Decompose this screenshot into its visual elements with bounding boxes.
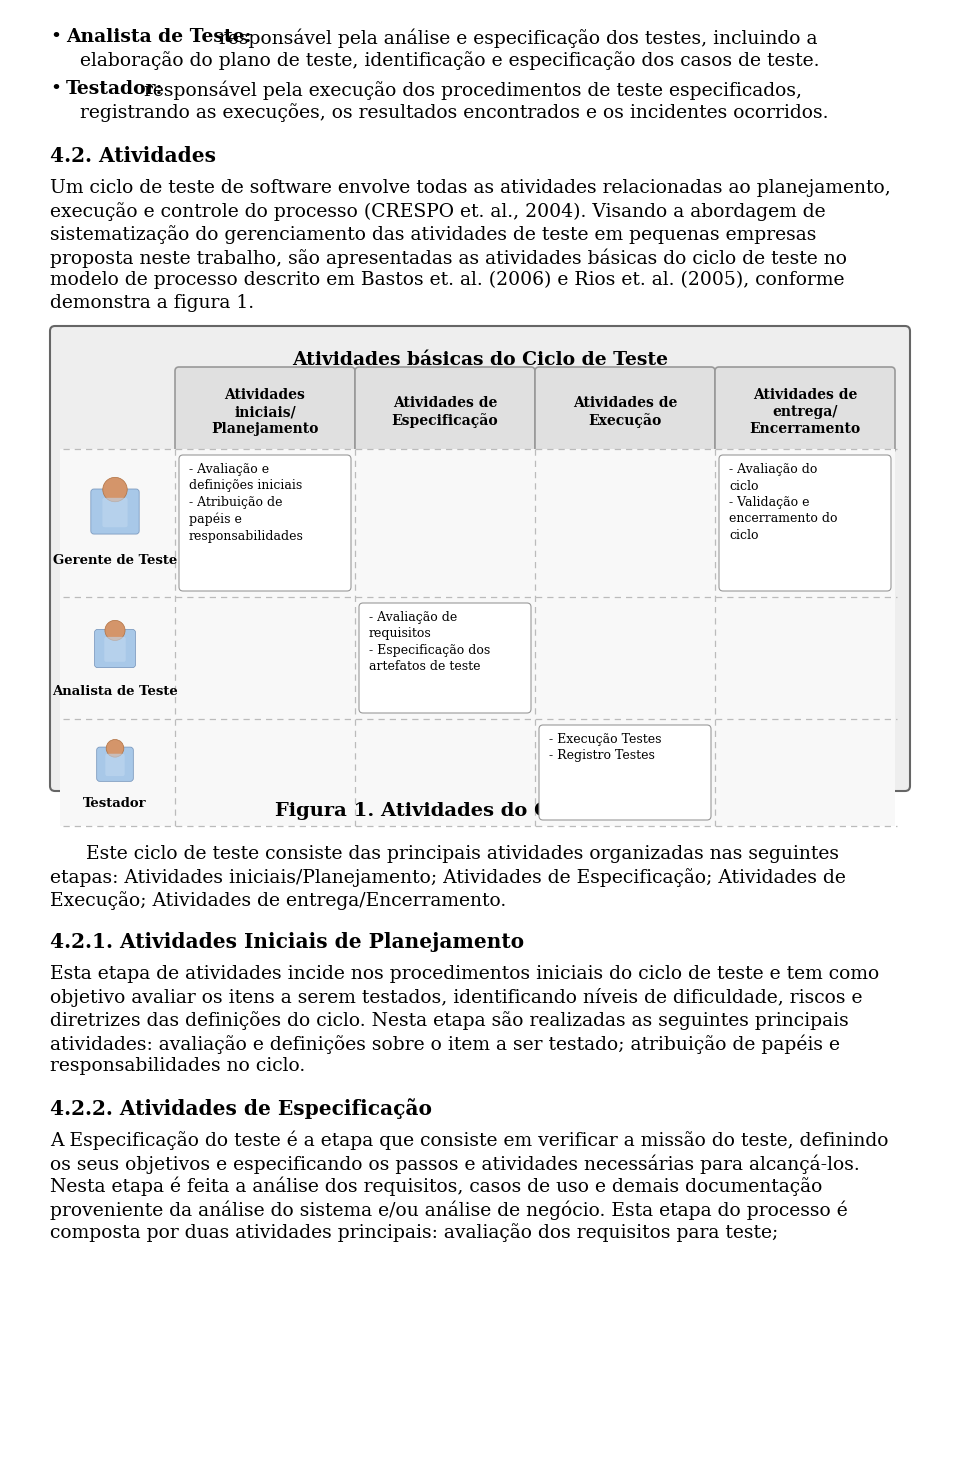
FancyBboxPatch shape xyxy=(719,455,891,591)
FancyBboxPatch shape xyxy=(715,367,895,453)
FancyBboxPatch shape xyxy=(50,326,910,791)
FancyBboxPatch shape xyxy=(103,497,128,528)
Text: demonstra a figura 1.: demonstra a figura 1. xyxy=(50,294,254,311)
FancyBboxPatch shape xyxy=(355,367,535,453)
Text: responsável pela análise e especificação dos testes, incluindo a: responsável pela análise e especificação… xyxy=(213,28,817,47)
Text: sistematização do gerenciamento das atividades de teste em pequenas empresas: sistematização do gerenciamento das ativ… xyxy=(50,225,816,244)
Text: 4.2.1. Atividades Iniciais de Planejamento: 4.2.1. Atividades Iniciais de Planejamen… xyxy=(50,931,524,952)
Text: responsável pela execução dos procedimentos de teste especificados,: responsável pela execução dos procedimen… xyxy=(138,80,802,99)
Text: composta por duas atividades principais: avaliação dos requisitos para teste;: composta por duas atividades principais:… xyxy=(50,1224,779,1241)
Text: Este ciclo de teste consiste das principais atividades organizadas nas seguintes: Este ciclo de teste consiste das princip… xyxy=(50,845,839,863)
FancyBboxPatch shape xyxy=(94,630,135,668)
FancyBboxPatch shape xyxy=(535,367,715,453)
Text: Atividades básicas do Ciclo de Teste: Atividades básicas do Ciclo de Teste xyxy=(292,351,668,368)
Text: - Avaliação de
requisitos
- Especificação dos
artefatos de teste: - Avaliação de requisitos - Especificaçã… xyxy=(369,611,491,674)
Circle shape xyxy=(105,620,125,640)
Text: os seus objetivos e especificando os passos e atividades necessárias para alcanç: os seus objetivos e especificando os pas… xyxy=(50,1154,860,1174)
FancyBboxPatch shape xyxy=(359,602,531,713)
Circle shape xyxy=(107,740,124,757)
FancyBboxPatch shape xyxy=(105,637,126,662)
Text: Esta etapa de atividades incide nos procedimentos iniciais do ciclo de teste e t: Esta etapa de atividades incide nos proc… xyxy=(50,965,879,982)
Text: atividades: avaliação e definições sobre o item a ser testado; atribuição de pap: atividades: avaliação e definições sobre… xyxy=(50,1034,840,1054)
Text: Atividades de
Especificação: Atividades de Especificação xyxy=(392,396,498,428)
FancyBboxPatch shape xyxy=(539,725,711,820)
Text: - Execução Testes
- Registro Testes: - Execução Testes - Registro Testes xyxy=(549,732,661,763)
Text: •: • xyxy=(50,28,61,45)
Text: etapas: Atividades iniciais/Planejamento; Atividades de Especificação; Atividade: etapas: Atividades iniciais/Planejamento… xyxy=(50,868,846,887)
FancyBboxPatch shape xyxy=(179,455,351,591)
FancyBboxPatch shape xyxy=(106,754,125,776)
Text: responsabilidades no ciclo.: responsabilidades no ciclo. xyxy=(50,1057,305,1075)
Text: Analista de Teste: Analista de Teste xyxy=(52,684,178,697)
Text: Atividades de
Execução: Atividades de Execução xyxy=(573,396,677,428)
Text: Figura 1. Atividades do Ciclo de Teste: Figura 1. Atividades do Ciclo de Teste xyxy=(275,803,685,820)
FancyBboxPatch shape xyxy=(91,488,139,534)
Text: execução e controle do processo (CRESPO et. al., 2004). Visando a abordagem de: execução e controle do processo (CRESPO … xyxy=(50,202,826,221)
Text: registrando as execuções, os resultados encontrados e os incidentes ocorridos.: registrando as execuções, os resultados … xyxy=(80,102,828,121)
Text: diretrizes das definições do ciclo. Nesta etapa são realizadas as seguintes prin: diretrizes das definições do ciclo. Nest… xyxy=(50,1012,849,1029)
FancyBboxPatch shape xyxy=(97,747,133,781)
FancyBboxPatch shape xyxy=(175,367,355,453)
Text: Analista de Teste:: Analista de Teste: xyxy=(66,28,252,45)
Text: elaboração do plano de teste, identificação e especificação dos casos de teste.: elaboração do plano de teste, identifica… xyxy=(80,51,820,70)
Text: proposta neste trabalho, são apresentadas as atividades básicas do ciclo de test: proposta neste trabalho, são apresentada… xyxy=(50,249,847,268)
Text: proveniente da análise do sistema e/ou análise de negócio. Esta etapa do process: proveniente da análise do sistema e/ou a… xyxy=(50,1200,848,1219)
Text: Execução; Atividades de entrega/Encerramento.: Execução; Atividades de entrega/Encerram… xyxy=(50,890,506,909)
Text: - Avaliação e
definições iniciais
- Atribuição de
papéis e
responsabilidades: - Avaliação e definições iniciais - Atri… xyxy=(189,463,304,542)
Bar xyxy=(60,449,175,826)
Text: Nesta etapa é feita a análise dos requisitos, casos de uso e demais documentação: Nesta etapa é feita a análise dos requis… xyxy=(50,1177,823,1196)
Text: objetivo avaliar os itens a serem testados, identificando níveis de dificuldade,: objetivo avaliar os itens a serem testad… xyxy=(50,988,862,1007)
Text: Atividades de
entrega/
Encerramento: Atividades de entrega/ Encerramento xyxy=(750,387,860,436)
Bar xyxy=(175,449,895,826)
Text: •: • xyxy=(50,80,61,98)
Text: modelo de processo descrito em Bastos et. al. (2006) e Rios et. al. (2005), conf: modelo de processo descrito em Bastos et… xyxy=(50,270,845,289)
Text: Atividades
iniciais/
Planejamento: Atividades iniciais/ Planejamento xyxy=(211,387,319,436)
Text: 4.2. Atividades: 4.2. Atividades xyxy=(50,146,216,167)
Text: Gerente de Teste: Gerente de Teste xyxy=(53,554,178,567)
Text: 4.2.2. Atividades de Especificação: 4.2.2. Atividades de Especificação xyxy=(50,1098,432,1118)
Text: A Especificação do teste é a etapa que consiste em verificar a missão do teste, : A Especificação do teste é a etapa que c… xyxy=(50,1132,889,1151)
Text: Testador: Testador xyxy=(84,797,147,810)
Text: - Avaliação do
ciclo
- Validação e
encerramento do
ciclo: - Avaliação do ciclo - Validação e encer… xyxy=(729,463,837,542)
Text: Um ciclo de teste de software envolve todas as atividades relacionadas ao planej: Um ciclo de teste de software envolve to… xyxy=(50,178,891,197)
Circle shape xyxy=(103,477,128,501)
Text: Testador:: Testador: xyxy=(66,80,163,98)
